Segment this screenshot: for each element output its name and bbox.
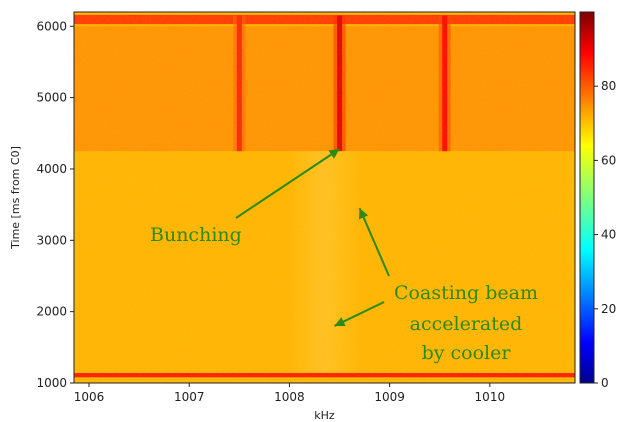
plot-frame xyxy=(73,11,576,384)
annotation-text: Coasting beam xyxy=(394,282,538,304)
y-axis-label: Time [ms from C0] xyxy=(9,146,22,250)
annotations: Bunching Coasting beam accelerated by coole… xyxy=(150,148,538,364)
y-tick-label: 6000 xyxy=(36,19,67,33)
y-tick-label: 5000 xyxy=(36,91,67,105)
y-tick-label: 1000 xyxy=(36,376,67,390)
y-tick-label: 3000 xyxy=(36,233,67,247)
colorbar-tick-label: 20 xyxy=(601,302,616,316)
x-tick-label: 1006 xyxy=(74,390,105,404)
colorbar: 0 20 40 60 80 xyxy=(579,11,616,390)
y-tick-label: 2000 xyxy=(36,305,67,319)
y-axis: 1000 2000 3000 4000 5000 6000 xyxy=(36,19,74,390)
x-axis-label: kHz xyxy=(314,409,335,422)
x-tick-label: 1010 xyxy=(475,390,506,404)
y-tick-label: 4000 xyxy=(36,162,67,176)
heatmap-noise xyxy=(74,12,575,383)
annotation-text: Bunching xyxy=(150,224,242,246)
x-tick-label: 1007 xyxy=(174,390,205,404)
annotation-text: accelerated xyxy=(410,313,523,335)
plot-area xyxy=(74,12,575,383)
colorbar-tick-label: 40 xyxy=(601,228,616,242)
colorbar-tick-label: 0 xyxy=(601,376,609,390)
x-axis: 1006 1007 1008 1009 1010 xyxy=(74,383,505,404)
annotation-arrow xyxy=(334,301,385,327)
x-tick-label: 1009 xyxy=(374,390,405,404)
colorbar-gradient xyxy=(579,11,595,384)
x-tick-label: 1008 xyxy=(274,390,305,404)
annotation-text: by cooler xyxy=(422,342,512,364)
colorbar-tick-label: 80 xyxy=(601,79,616,93)
colorbar-tick-label: 60 xyxy=(601,153,616,167)
annotation-arrow xyxy=(235,148,341,219)
annotation-arrow xyxy=(358,207,390,277)
